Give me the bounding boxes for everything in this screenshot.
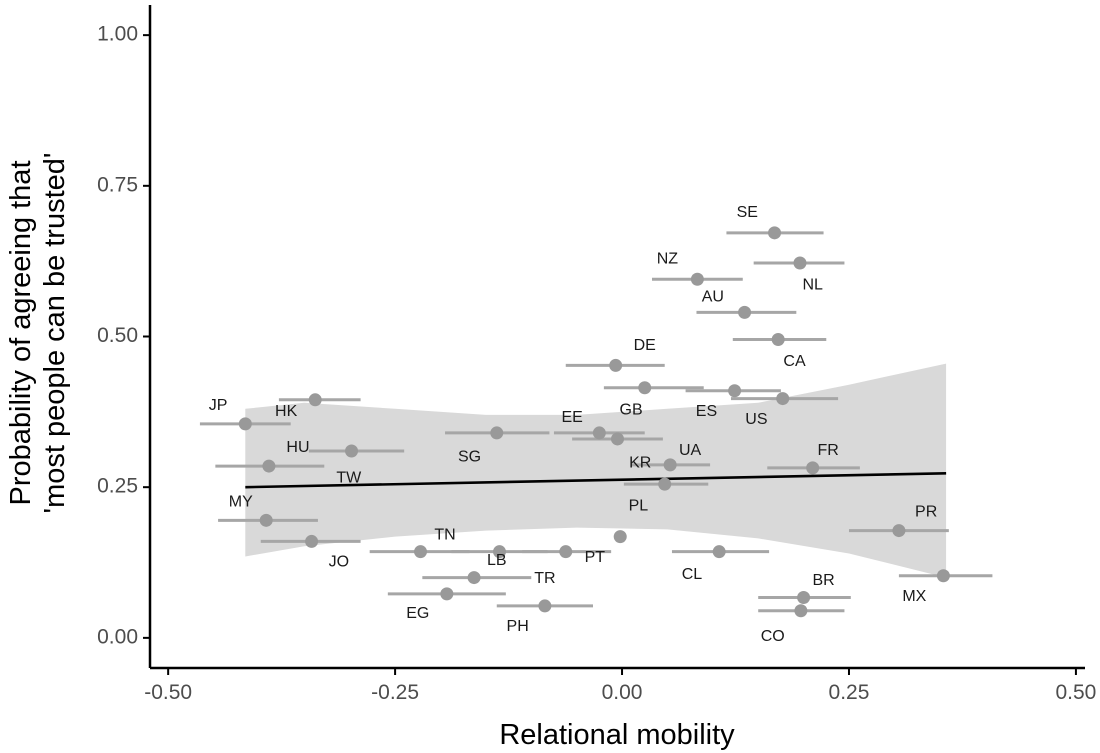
- point-jo: [305, 534, 319, 548]
- y-tick-label: 0.75: [97, 173, 138, 196]
- country-label-hu: HU: [286, 439, 309, 456]
- point-lb: [492, 545, 506, 559]
- country-label-nl: NL: [802, 276, 823, 293]
- country-label-cl: CL: [682, 566, 703, 583]
- point-kr: [663, 458, 677, 472]
- y-tick-label: 0.00: [97, 625, 138, 648]
- point-eg: [440, 587, 454, 601]
- country-label-ph: PH: [507, 618, 529, 635]
- point-pr: [892, 524, 906, 538]
- point-mx: [936, 569, 950, 583]
- y-axis-title-line-2: 'most people can be trusted': [39, 153, 71, 514]
- point-gb: [611, 432, 624, 446]
- country-label-lb: LB: [487, 552, 507, 569]
- y-tick-label: 1.00: [97, 23, 138, 46]
- country-label-tw: TW: [336, 469, 362, 486]
- x-tick-label: 0.50: [1055, 681, 1096, 704]
- point-jp: [238, 417, 252, 431]
- x-tick-label: 0.25: [829, 681, 870, 704]
- point-cl: [712, 545, 726, 559]
- country-label-tn: TN: [434, 527, 455, 544]
- country-label-my: MY: [229, 493, 253, 510]
- country-label-se: SE: [737, 204, 758, 221]
- country-label-fr: FR: [817, 442, 838, 459]
- point-ee: [592, 426, 606, 440]
- point-my: [259, 513, 273, 527]
- country-label-pl: PL: [629, 498, 649, 515]
- point-es: [728, 384, 742, 398]
- point-ca: [771, 333, 785, 347]
- point-pl: [658, 477, 672, 491]
- country-label-es: ES: [696, 403, 717, 420]
- country-label-pt: PT: [585, 549, 606, 566]
- point-ph: [538, 599, 552, 613]
- country-label-us: US: [745, 411, 767, 428]
- country-label-br: BR: [812, 572, 834, 589]
- fit-line-layer: [245, 472, 947, 489]
- point-de: [609, 358, 623, 372]
- point-tr: [467, 571, 481, 585]
- point-tw: [262, 459, 276, 473]
- country-label-eg: EG: [406, 605, 429, 622]
- point-se: [768, 226, 782, 240]
- point-us: [776, 392, 790, 406]
- y-tick-label: 0.25: [97, 475, 138, 498]
- country-label-mx: MX: [902, 588, 926, 605]
- country-label-ca: CA: [783, 353, 806, 370]
- x-tick-label: -0.25: [371, 681, 419, 704]
- country-label-jo: JO: [329, 554, 349, 571]
- point-nz: [690, 272, 704, 286]
- point-tn: [414, 545, 428, 559]
- point-hk: [308, 393, 322, 407]
- country-label-hk: HK: [275, 403, 298, 420]
- x-tick-label: -0.50: [144, 681, 192, 704]
- point-hu: [345, 444, 359, 458]
- point-sg: [490, 426, 504, 440]
- country-label-kr: KR: [629, 454, 651, 471]
- point-fr: [806, 461, 820, 475]
- confidence-band-layer: [245, 363, 947, 578]
- point-co: [794, 604, 808, 618]
- country-label-tr: TR: [534, 570, 555, 587]
- country-label-sg: SG: [458, 448, 481, 465]
- point-nl: [793, 256, 807, 270]
- y-axis-title-line-1: Probability of agreeing that: [5, 161, 37, 506]
- country-label-gb: GB: [620, 401, 643, 418]
- country-label-layer: JP HK HU TW MY JO TN EG TR LB PH PT SG EE GB DE UA KR PL CL…: [209, 204, 938, 645]
- x-axis-title: Relational mobility: [499, 719, 735, 751]
- country-label-ua: UA: [679, 442, 702, 459]
- confidence-band: [245, 363, 947, 578]
- point-layer: [238, 226, 950, 618]
- country-label-ee: EE: [561, 409, 582, 426]
- axes: -0.50 -0.25 0.00 0.25 0.50 0.00 0.25 0.50 0.75 1.…: [97, 5, 1096, 704]
- country-label-pr: PR: [915, 504, 937, 521]
- country-label-nz: NZ: [657, 251, 679, 268]
- point-ua: [638, 381, 652, 395]
- point-unlabeled: [613, 530, 627, 544]
- country-label-jp: JP: [209, 397, 228, 414]
- point-au: [738, 305, 752, 319]
- country-label-au: AU: [702, 289, 724, 306]
- point-br: [797, 590, 811, 604]
- country-label-de: DE: [634, 337, 656, 354]
- regression-line: [245, 472, 947, 489]
- country-label-co: CO: [761, 628, 785, 645]
- point-pt: [559, 545, 573, 559]
- y-tick-label: 0.50: [97, 324, 138, 347]
- x-tick-label: 0.00: [602, 681, 643, 704]
